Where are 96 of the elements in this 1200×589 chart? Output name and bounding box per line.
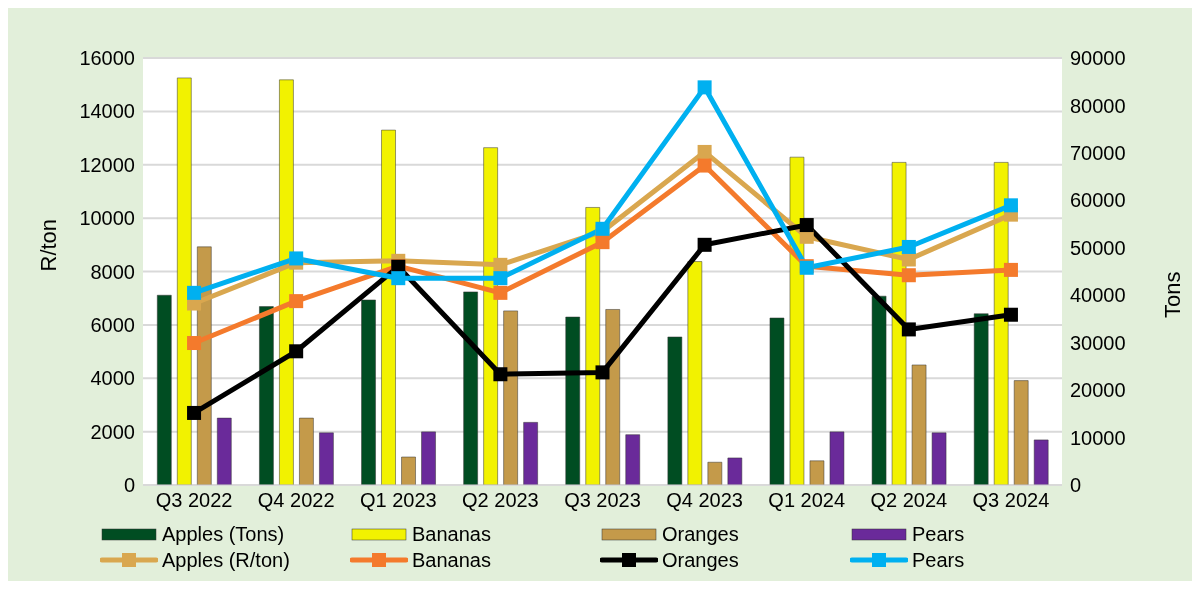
point [595,365,610,380]
point [493,285,508,300]
legend-label: Bananas [412,522,491,546]
x-tick-label: Q4 2023 [666,489,743,512]
y2-tick-label: 10000 [1070,426,1126,449]
bar [523,422,538,485]
y-tick-label: 8000 [90,260,135,283]
x-tick-label: Q3 2023 [564,489,641,512]
point [493,271,508,286]
point [289,344,304,359]
y2-axis-title: Tons [1159,271,1185,318]
bar [605,309,620,485]
y2-tick-label: 90000 [1070,47,1126,70]
bar [911,364,927,485]
point [799,218,814,233]
point [595,235,610,250]
bar [727,457,743,485]
x-tick-label: Q3 2022 [155,489,233,512]
y-tick-label: 6000 [90,313,135,336]
point [289,294,304,309]
y-tick-label: 16000 [79,47,135,70]
point [187,405,202,420]
point [187,285,202,300]
bar [585,207,600,485]
bar [973,313,989,485]
x-tick-label: Q4 2022 [257,489,335,512]
y2-tick-label: 50000 [1070,236,1126,259]
legend-label: Pears [912,548,965,572]
bar [279,79,294,485]
legend-label: Bananas [412,548,491,572]
point [1003,307,1018,322]
point [901,322,916,337]
legend-label: Apples (Tons) [162,522,285,546]
y2-tick-label: 20000 [1070,379,1126,402]
x-tick-label: Q3 2024 [972,489,1050,512]
y-tick-label: 2000 [90,420,135,443]
bar [381,129,396,485]
x-tick-label: Q1 2024 [768,489,846,512]
point [1003,262,1018,277]
bar [565,316,580,485]
point [697,158,712,173]
bar [769,317,785,485]
bar [361,299,376,485]
point [289,251,304,266]
y-tick-label: 14000 [79,100,135,123]
x-tick-label: Q1 2023 [359,489,437,512]
bar [809,460,825,485]
y-tick-label: 10000 [79,207,135,230]
y2-tick-label: 80000 [1070,94,1126,117]
point [697,80,712,95]
bar [401,456,416,485]
legend-label: Pears [912,522,965,546]
y-tick-label: 0 [123,474,135,497]
bar [259,306,274,485]
bar [1033,439,1049,485]
bar [993,162,1009,485]
y2-tick-label: 60000 [1070,189,1126,212]
point [697,144,712,159]
bar [299,417,314,485]
point [187,336,202,351]
bar [421,431,436,485]
point [1003,198,1018,213]
x-tick-label: Q2 2023 [462,489,539,512]
bar [463,291,478,485]
bar [931,432,947,485]
bar [789,156,805,485]
bar [177,77,192,485]
point [901,239,916,254]
x-tick-label: Q2 2024 [870,489,948,512]
legend-label: Apples (R/ton) [162,548,290,572]
y-tick-label: 4000 [90,367,135,390]
bar [157,294,172,485]
point [697,237,712,252]
bar [483,147,498,485]
y2-tick-label: 30000 [1070,331,1126,354]
bar [1013,380,1029,485]
bar [871,295,887,485]
bar [707,461,723,485]
y-axis-title: R/ton [35,218,61,272]
y2-tick-label: 40000 [1070,284,1126,307]
bar [667,336,683,485]
point [493,367,508,382]
point [391,271,406,286]
bar [687,261,703,485]
y2-tick-label: 0 [1070,474,1082,497]
legend-label: Oranges [662,548,739,572]
bar [625,434,640,485]
bar [829,431,845,485]
y-tick-label: 12000 [79,153,135,176]
bar [217,417,232,485]
bar [503,310,518,485]
bar [319,432,334,485]
point [901,268,916,283]
point [493,257,508,272]
legend-label: Oranges [662,522,739,546]
y2-tick-label: 70000 [1070,141,1126,164]
